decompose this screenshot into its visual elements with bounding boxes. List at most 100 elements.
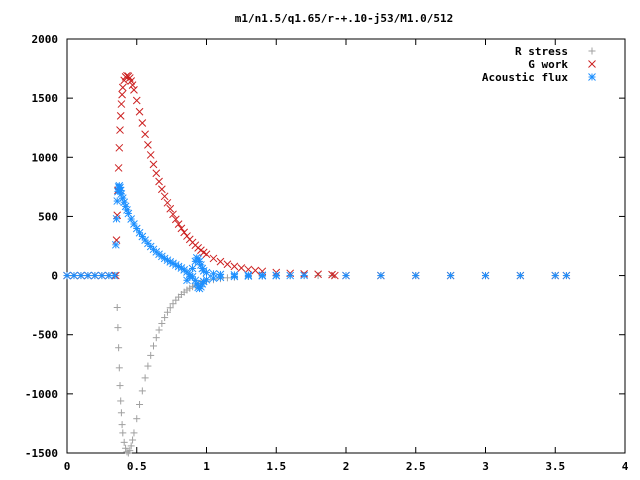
- legend-label-acoustic-flux: Acoustic flux: [482, 71, 568, 84]
- point-r-stress: [127, 442, 135, 450]
- point-acoustic-flux: [411, 271, 420, 280]
- point-g-work: [328, 270, 336, 279]
- legend-marker-r-stress: [588, 47, 596, 55]
- point-g-work: [177, 224, 186, 233]
- point-g-work: [174, 220, 183, 228]
- point-g-work: [160, 192, 169, 201]
- point-g-work: [209, 254, 218, 263]
- point-acoustic-flux: [120, 198, 129, 207]
- y-tick-label: 1000: [32, 151, 59, 164]
- point-acoustic-flux: [377, 271, 385, 280]
- y-tick-label: 0: [51, 270, 58, 283]
- legend-marker-g-work: [588, 60, 596, 68]
- point-g-work: [330, 271, 339, 280]
- y-tick-label: 2000: [32, 33, 59, 46]
- series-acoustic-flux: [63, 181, 571, 293]
- point-acoustic-flux: [481, 271, 490, 280]
- point-g-work: [216, 257, 225, 266]
- point-g-work: [314, 270, 322, 279]
- point-r-stress: [117, 397, 125, 405]
- point-r-stress: [122, 444, 130, 452]
- point-g-work: [117, 100, 126, 108]
- point-r-stress: [119, 429, 127, 437]
- point-r-stress: [120, 438, 128, 446]
- chart-title: m1/n1.5/q1.65/r-+.10-j53/M1.0/512: [235, 12, 454, 25]
- point-acoustic-flux: [104, 271, 113, 280]
- point-acoustic-flux: [551, 271, 560, 280]
- point-g-work: [152, 169, 161, 178]
- point-g-work: [171, 215, 180, 224]
- point-g-work: [132, 96, 141, 105]
- point-g-work: [169, 210, 177, 219]
- point-g-work: [230, 262, 239, 271]
- point-acoustic-flux: [244, 271, 253, 279]
- point-acoustic-flux: [216, 270, 225, 279]
- point-r-stress: [136, 401, 144, 409]
- point-g-work: [163, 198, 172, 207]
- y-tick-label: 1500: [32, 92, 59, 105]
- point-g-work: [244, 265, 253, 274]
- point-acoustic-flux: [230, 271, 239, 279]
- x-tick-label: 2: [343, 460, 350, 473]
- point-r-stress: [152, 334, 160, 342]
- x-tick-label: 1.5: [266, 460, 286, 473]
- x-tick-label: 4: [622, 460, 629, 473]
- point-r-stress: [138, 387, 146, 395]
- point-r-stress: [158, 319, 166, 327]
- point-r-stress: [149, 342, 157, 350]
- point-r-stress: [141, 374, 149, 382]
- x-tick-label: 3: [482, 460, 489, 473]
- point-acoustic-flux: [286, 271, 295, 280]
- point-r-stress: [115, 364, 123, 372]
- point-acoustic-flux: [272, 271, 281, 280]
- point-g-work: [223, 260, 232, 269]
- y-tick-label: -1000: [25, 388, 58, 401]
- x-tick-label: 2.5: [406, 460, 426, 473]
- point-g-work: [115, 143, 124, 152]
- point-g-work: [180, 228, 189, 237]
- point-g-work: [118, 83, 127, 92]
- x-tick-label: 0: [64, 460, 71, 473]
- point-r-stress: [133, 415, 141, 423]
- point-acoustic-flux: [63, 271, 71, 280]
- x-tick-label: 3.5: [545, 460, 565, 473]
- point-acoustic-flux: [111, 240, 120, 249]
- point-r-stress: [314, 272, 322, 280]
- point-r-stress: [115, 344, 123, 352]
- point-acoustic-flux: [91, 271, 99, 280]
- point-acoustic-flux: [300, 271, 309, 280]
- point-r-stress: [118, 421, 126, 429]
- point-g-work: [251, 266, 260, 275]
- point-acoustic-flux: [516, 271, 525, 280]
- point-acoustic-flux: [84, 271, 92, 280]
- point-acoustic-flux: [188, 264, 197, 273]
- point-acoustic-flux: [342, 271, 350, 280]
- point-acoustic-flux: [110, 271, 119, 280]
- point-g-work: [128, 81, 137, 89]
- point-acoustic-flux: [202, 275, 211, 284]
- point-acoustic-flux: [98, 271, 106, 280]
- point-g-work: [146, 151, 155, 159]
- point-r-stress: [114, 324, 122, 332]
- point-r-stress: [116, 382, 124, 390]
- point-r-stress: [117, 409, 125, 417]
- point-acoustic-flux: [446, 271, 455, 280]
- point-g-work: [114, 164, 123, 172]
- point-r-stress: [163, 308, 171, 316]
- point-r-stress: [166, 304, 174, 312]
- point-g-work: [127, 77, 136, 85]
- y-tick-label: -1500: [25, 447, 58, 460]
- point-g-work: [138, 119, 147, 127]
- series-r-stress: [63, 272, 570, 457]
- point-r-stress: [155, 326, 163, 334]
- point-acoustic-flux: [258, 271, 267, 280]
- point-acoustic-flux: [562, 271, 571, 280]
- point-r-stress: [223, 274, 231, 282]
- point-g-work: [135, 107, 144, 116]
- point-acoustic-flux: [70, 271, 78, 280]
- point-g-work: [158, 185, 166, 194]
- point-g-work: [149, 160, 158, 169]
- point-r-stress: [113, 304, 121, 312]
